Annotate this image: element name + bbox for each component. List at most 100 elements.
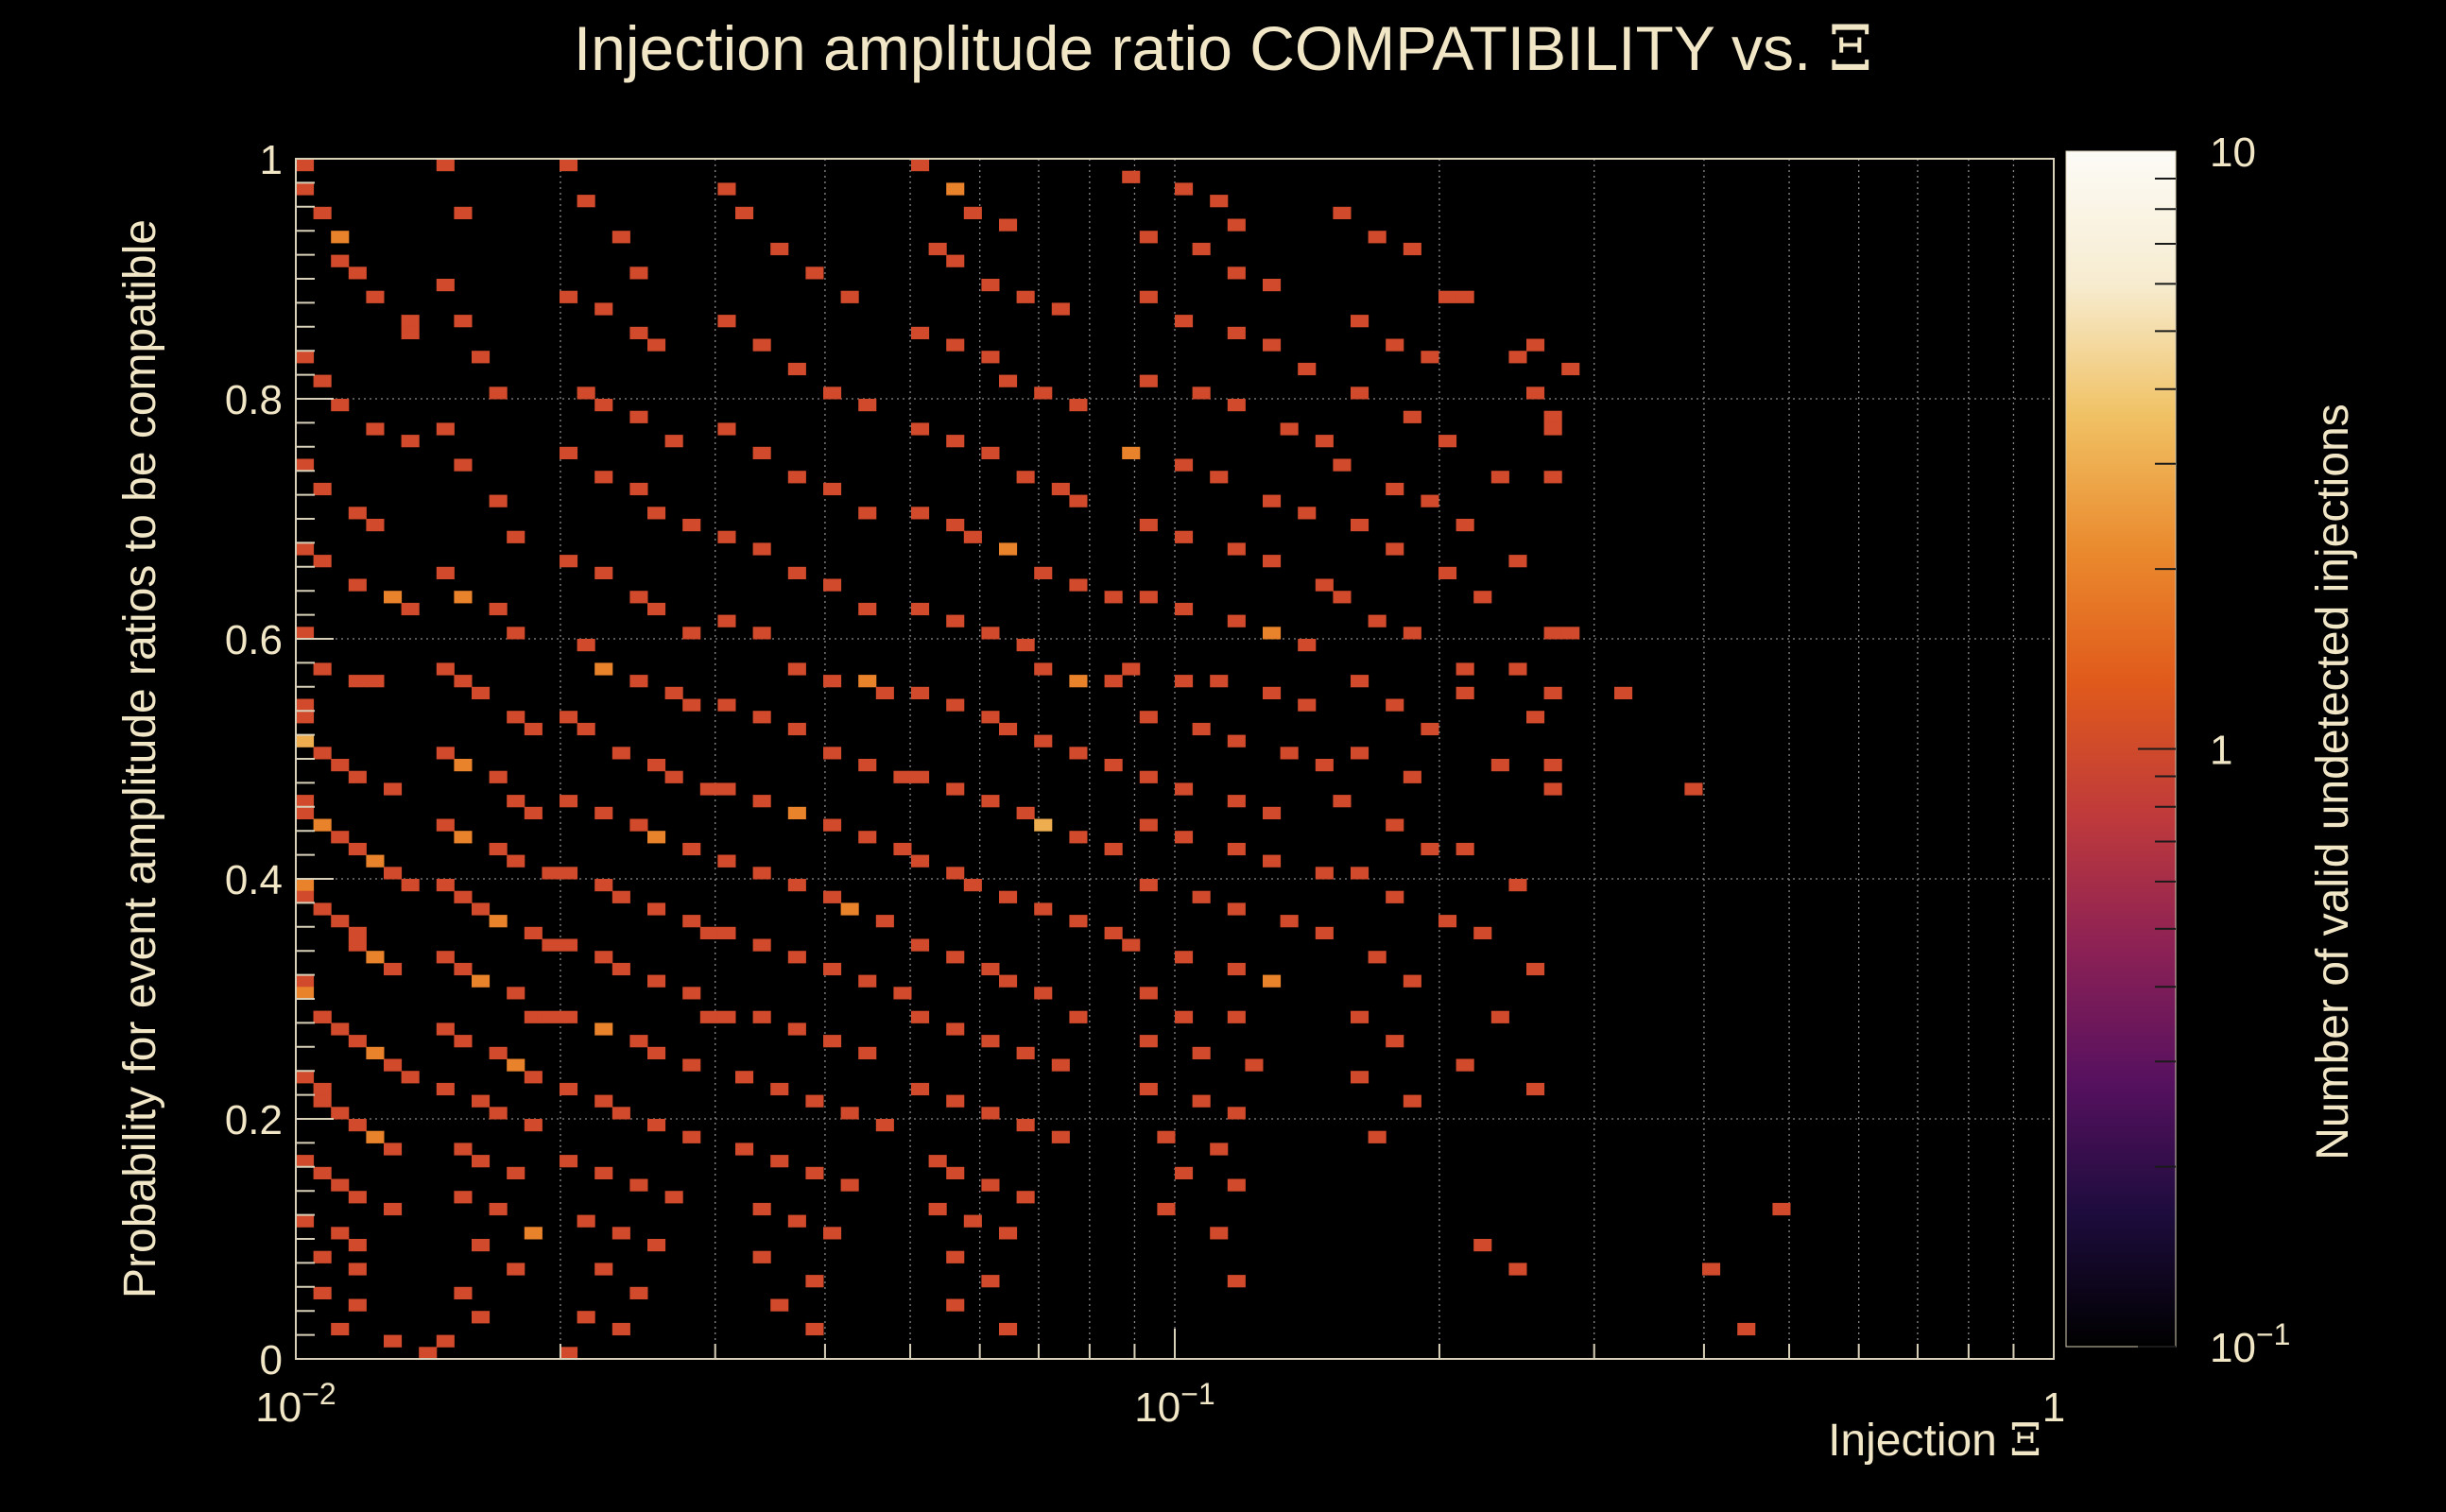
heatmap-cell [770,1082,789,1096]
heatmap-cell [1508,555,1527,568]
heatmap-cell [331,1178,350,1192]
heatmap-cell [946,1094,965,1108]
heatmap-cell [1139,987,1158,1000]
heatmap-cell [717,782,736,796]
heatmap-cell [752,795,771,808]
heatmap-cell [647,974,666,988]
heatmap-cell [1280,747,1299,760]
heatmap-cell [717,530,736,543]
heatmap-cell [401,435,420,448]
heatmap-cell [1351,867,1369,880]
heatmap-cell [366,951,385,964]
heatmap-cell [946,1166,965,1179]
heatmap-cell [1351,1071,1369,1084]
heatmap-cell [296,627,315,640]
heatmap-cell [560,938,578,952]
heatmap-cell [1368,614,1387,627]
heatmap-cells [296,159,1791,1360]
heatmap-cell [752,938,771,952]
heatmap-cell [1104,675,1123,688]
heatmap-cell [436,747,455,760]
heatmap-cell [981,351,1000,364]
heatmap-cell [1614,686,1633,699]
heatmap-cell [647,1239,666,1252]
heatmap-cell [787,879,806,892]
heatmap-cell [1526,387,1545,400]
heatmap-cell [752,338,771,352]
heatmap-cell [1473,926,1492,939]
heatmap-cell [1543,782,1562,796]
heatmap-cell [436,422,455,436]
heatmap-cell [823,1227,842,1240]
heatmap-cell [787,1214,806,1228]
heatmap-cell [1438,290,1457,303]
heatmap-cell [1122,446,1141,459]
heatmap-cell [699,1010,718,1023]
heatmap-cell [999,374,1018,387]
heatmap-cell [384,867,403,880]
heatmap-cell [454,1143,473,1156]
heatmap-cell [542,1010,560,1023]
heatmap-cell [1473,1239,1492,1252]
heatmap-cell [928,1155,947,1168]
heatmap-cell [594,951,613,964]
heatmap-cell [752,1010,771,1023]
heatmap-cell [1315,926,1334,939]
heatmap-cell [1737,1322,1756,1336]
heatmap-cell [911,1010,930,1023]
heatmap-cell [472,1311,491,1324]
y-tick-label: 1 [260,137,283,183]
heatmap-cell [507,795,525,808]
heatmap-cell [560,711,578,724]
heatmap-cell [946,698,965,712]
heatmap-cell [1456,662,1474,676]
x-tick-exponent: −2 [301,1377,336,1411]
heatmap-cell [1139,231,1158,244]
heatmap-cell [1438,435,1457,448]
heatmap-cell [1227,326,1246,339]
heatmap-cell [524,722,543,736]
heatmap-cell [752,627,771,640]
heatmap-cell [1526,1082,1545,1096]
heatmap-cell [770,242,789,256]
heatmap-cell [1438,915,1457,928]
heatmap-cell [1333,458,1352,472]
heatmap-cell [612,1322,630,1336]
heatmap-cell [1016,471,1035,484]
heatmap-cell [1175,602,1194,616]
heatmap-cell [1543,471,1562,484]
heatmap-cell [331,759,350,772]
heatmap-cell [348,1239,367,1252]
heatmap-cell [1280,915,1299,928]
heatmap-cell [489,494,508,507]
heatmap-cell [770,1298,789,1312]
heatmap-cell [489,1202,508,1216]
heatmap-cell [524,806,543,819]
heatmap-cell [1227,902,1246,916]
heatmap-cell [296,698,315,712]
heatmap-cell [1210,471,1229,484]
heatmap-cell [647,507,666,520]
heatmap-cell [1456,290,1474,303]
heatmap-cell [489,387,508,400]
heatmap-cell [963,206,982,219]
heatmap-cell [981,627,1000,640]
heatmap-cell [331,831,350,844]
heatmap-cell [946,951,965,964]
heatmap-cell [489,602,508,616]
heatmap-cell [840,1107,859,1120]
heatmap-cell [1069,675,1088,688]
heatmap-cell [1263,806,1282,819]
heatmap-cell [1139,374,1158,387]
heatmap-cell [560,795,578,808]
heatmap-cell [1543,627,1562,640]
heatmap-cell [735,206,754,219]
heatmap-cell [981,1275,1000,1288]
heatmap-cell [699,782,718,796]
heatmap-cell [629,591,648,604]
heatmap-cell [436,662,455,676]
heatmap-cell [981,795,1000,808]
heatmap-cell [1034,734,1053,747]
heatmap-cell [1438,566,1457,579]
